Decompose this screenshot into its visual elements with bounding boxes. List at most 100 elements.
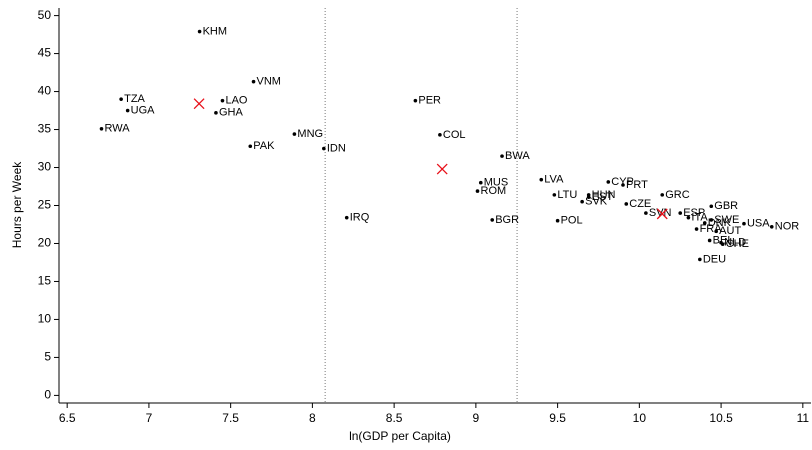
point-label: ITA — [691, 212, 708, 224]
mean-marker — [436, 163, 448, 175]
point — [742, 221, 746, 226]
point-label: POL — [561, 215, 583, 227]
point — [580, 199, 584, 204]
point — [686, 215, 691, 220]
point — [478, 180, 483, 185]
point — [251, 79, 256, 84]
point — [475, 189, 480, 193]
point — [344, 215, 349, 220]
y-tick-label: 10 — [38, 312, 52, 326]
point-label: SVN — [649, 207, 672, 219]
mean-marker — [193, 98, 205, 110]
x-tick-label: 11 — [797, 411, 810, 425]
point-label: DEU — [703, 253, 726, 265]
point-label: DNK — [708, 217, 732, 229]
point — [214, 111, 218, 115]
point — [555, 218, 560, 223]
point — [500, 154, 504, 158]
point-label: PRT — [626, 179, 648, 191]
point — [769, 224, 774, 229]
x-tick-label: 10 — [633, 411, 647, 425]
point — [644, 211, 648, 215]
y-tick-label: 0 — [44, 388, 51, 402]
point — [660, 193, 665, 197]
y-tick-label: 20 — [38, 236, 52, 250]
x-tick-label: 10.5 — [709, 411, 733, 425]
point — [490, 218, 495, 222]
point-label: USA — [747, 218, 770, 230]
point — [322, 146, 326, 151]
mean-marker — [656, 208, 668, 220]
y-axis-title: Hours per Week — [10, 161, 24, 248]
x-tick-label: 9 — [473, 411, 480, 425]
point-label: NOR — [775, 221, 800, 233]
point-label: LVA — [544, 174, 564, 186]
point — [606, 180, 611, 184]
point-label: ROM — [481, 185, 507, 197]
point — [197, 29, 202, 34]
point-label: IRQ — [350, 212, 370, 224]
point-label: LAO — [225, 95, 247, 107]
point — [119, 97, 123, 101]
point — [702, 221, 707, 225]
point-label: COL — [443, 129, 466, 141]
point — [678, 211, 683, 215]
point-label: UGA — [131, 104, 156, 116]
y-tick-label: 30 — [38, 160, 52, 174]
y-tick-label: 5 — [44, 350, 51, 364]
x-axis-title: ln(GDP per Capita) — [349, 429, 451, 443]
x-tick-label: 7 — [146, 411, 153, 425]
point-label: KHM — [203, 25, 227, 37]
point-label: HUN — [592, 189, 616, 201]
point — [99, 126, 104, 131]
point — [438, 133, 442, 137]
point — [292, 132, 297, 136]
point-label: GBR — [714, 200, 738, 212]
point-label: GRC — [665, 189, 690, 201]
point — [413, 98, 418, 103]
point-label: TZA — [124, 93, 145, 105]
point-label: NLD — [724, 237, 746, 249]
point — [552, 193, 557, 197]
point-label: RWA — [105, 123, 131, 135]
y-tick-label: 35 — [38, 122, 52, 136]
point-label: CZE — [629, 198, 651, 210]
point — [624, 202, 629, 206]
point-label: PER — [418, 95, 441, 107]
point — [694, 227, 699, 231]
point — [586, 195, 591, 199]
point-label: MNG — [297, 128, 323, 140]
point-label: MUS — [484, 177, 508, 189]
point — [714, 229, 718, 234]
x-tick-label: 8.5 — [386, 411, 403, 425]
y-tick-label: 40 — [38, 84, 52, 98]
point — [220, 98, 225, 103]
point-label: BGR — [495, 214, 519, 226]
point-label: CYP — [611, 176, 634, 188]
point-label: LTU — [557, 189, 577, 201]
point-label: PAK — [253, 140, 275, 152]
point-label: AUT — [719, 225, 741, 237]
point-label: BWA — [505, 150, 530, 162]
y-tick-label: 50 — [38, 8, 52, 22]
point — [125, 108, 130, 113]
point — [709, 218, 714, 222]
y-tick-label: 15 — [38, 274, 52, 288]
x-tick-label: 8 — [309, 411, 316, 425]
point — [707, 238, 712, 243]
point — [621, 183, 625, 187]
y-tick-label: 45 — [38, 46, 52, 60]
point — [709, 204, 714, 209]
x-tick-label: 9.5 — [549, 411, 566, 425]
point-label: BEL — [713, 234, 734, 246]
point-label: GHA — [219, 107, 244, 119]
point-label: VNM — [257, 76, 281, 88]
point — [698, 257, 702, 262]
point-label: EST — [592, 191, 614, 203]
point-label: SWE — [714, 214, 739, 226]
point-label: CHE — [726, 238, 749, 250]
point — [720, 242, 725, 247]
x-tick-label: 7.5 — [222, 411, 239, 425]
y-tick-label: 25 — [38, 198, 52, 212]
